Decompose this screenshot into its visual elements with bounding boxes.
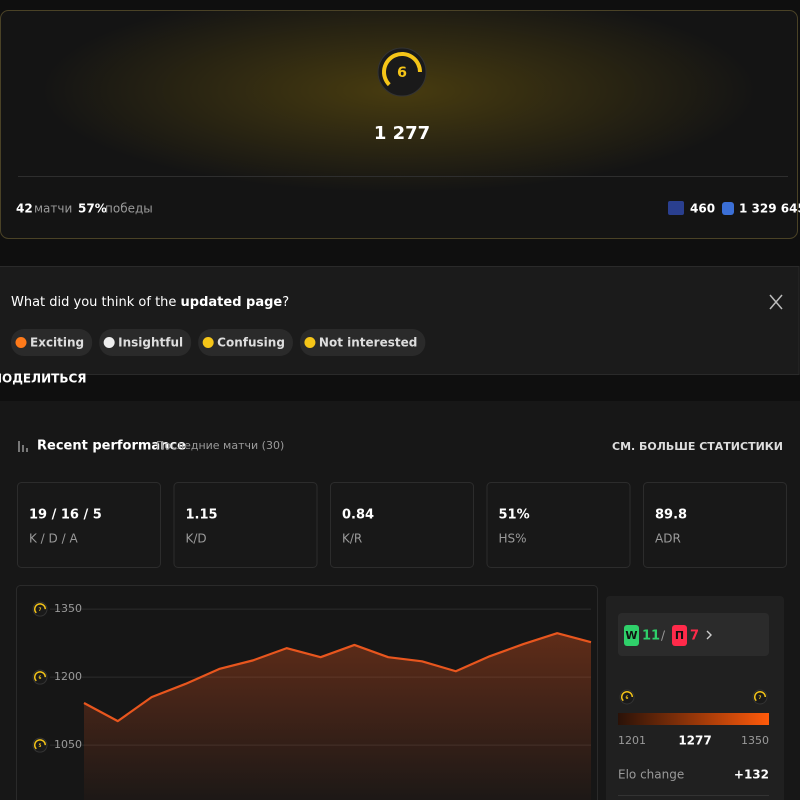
chip-label: Not interested (319, 336, 417, 350)
close-button[interactable] (769, 294, 783, 310)
current-elo: 1277 (678, 734, 711, 748)
level-number: 5 (39, 743, 42, 748)
country-rank: 460 (690, 202, 715, 216)
loss-badge (672, 625, 687, 646)
loss-badge-label: П (675, 629, 684, 642)
level-number: 6 (626, 695, 629, 700)
y-tick-label: 1350 (54, 602, 82, 615)
world-icon (722, 202, 734, 215)
level-arc (34, 603, 46, 614)
matches: 42 (16, 202, 33, 216)
chevron (706, 630, 712, 640)
elo: 1 277 (374, 123, 430, 144)
level-number: 7 (39, 607, 42, 612)
feedback-option[interactable]: Insightful (99, 329, 192, 356)
stat-value: 51% (499, 508, 530, 523)
stat-value: 89.8 (655, 508, 687, 523)
stat-card (17, 482, 161, 568)
feedback-card (0, 266, 800, 375)
matches-label: матчи (34, 202, 72, 216)
level-number: 7 (759, 695, 762, 700)
stat-label: K/R (342, 532, 362, 546)
chip-emoji (103, 337, 115, 348)
feedback-option[interactable]: Not interested (299, 329, 426, 356)
performance-subtitle: Последние матчи (30) (156, 439, 284, 452)
range-min: 1201 (618, 734, 646, 747)
stat-value: 19 / 16 / 5 (29, 508, 102, 523)
winrate: 57% (78, 202, 107, 216)
elo-change-label: Elo change (618, 768, 684, 782)
feedback-question: What did you think of the updated page? (11, 295, 289, 310)
feedback-option[interactable]: Confusing (198, 329, 293, 356)
world-rank: 1 329 645 (739, 202, 800, 216)
chip-bg (299, 329, 426, 356)
stat-value: 1.15 (186, 508, 218, 523)
win-badge (624, 625, 639, 646)
stat-label: ADR (655, 532, 681, 546)
elo-line (83, 632, 592, 723)
elo-progress (618, 713, 769, 725)
chart-icon (18, 441, 28, 452)
stat-card (330, 482, 474, 568)
stat-value: 0.84 (342, 508, 374, 523)
performance-title: Recent performance (37, 439, 186, 454)
chip-bg (99, 329, 192, 356)
more-stats-link[interactable]: СМ. БОЛЬШЕ СТАТИСТИКИ (612, 440, 783, 453)
level-badge: 6 (377, 47, 427, 97)
elo-change: +132 (734, 768, 769, 782)
stat-card (643, 482, 787, 568)
y-tick-label: 1050 (54, 738, 82, 751)
chip-emoji (202, 337, 214, 348)
level-arc (34, 671, 46, 682)
record-separator: / (661, 629, 666, 643)
elo-chart: 5 1050 6 1200 7 1350 (32, 601, 592, 800)
chip-emoji (304, 337, 316, 348)
chip-label: Exciting (30, 336, 84, 350)
level-arc (621, 691, 633, 702)
stat-card (486, 482, 631, 568)
line-area (84, 633, 591, 800)
stat-card (173, 482, 318, 568)
stat-label: K / D / A (29, 532, 78, 546)
stat-label: HS% (499, 532, 527, 546)
stat-label: K/D (186, 532, 207, 546)
winrate-label: победы (105, 202, 153, 216)
chip-emoji (15, 337, 27, 348)
level-number: 6 (397, 65, 407, 81)
wins: 11 (642, 629, 660, 644)
level-arc (382, 52, 422, 87)
chip-label: Confusing (217, 336, 285, 350)
chip-bg (11, 329, 93, 356)
losses: 7 (690, 629, 699, 644)
level-arc (34, 739, 46, 750)
range-max: 1350 (741, 734, 769, 747)
record-box[interactable] (618, 613, 769, 656)
level-number: 6 (39, 675, 42, 680)
chip-bg (198, 329, 293, 356)
share-button[interactable]: ПОДЕЛИТЬСЯ (0, 372, 87, 386)
win-badge-label: W (625, 629, 637, 642)
header-glow (1, 11, 797, 238)
y-tick-label: 1200 (54, 670, 82, 683)
chip-label: Insightful (118, 336, 183, 350)
flag-icon (668, 201, 684, 215)
feedback-option[interactable]: Exciting (11, 329, 93, 356)
level-arc (754, 691, 766, 702)
